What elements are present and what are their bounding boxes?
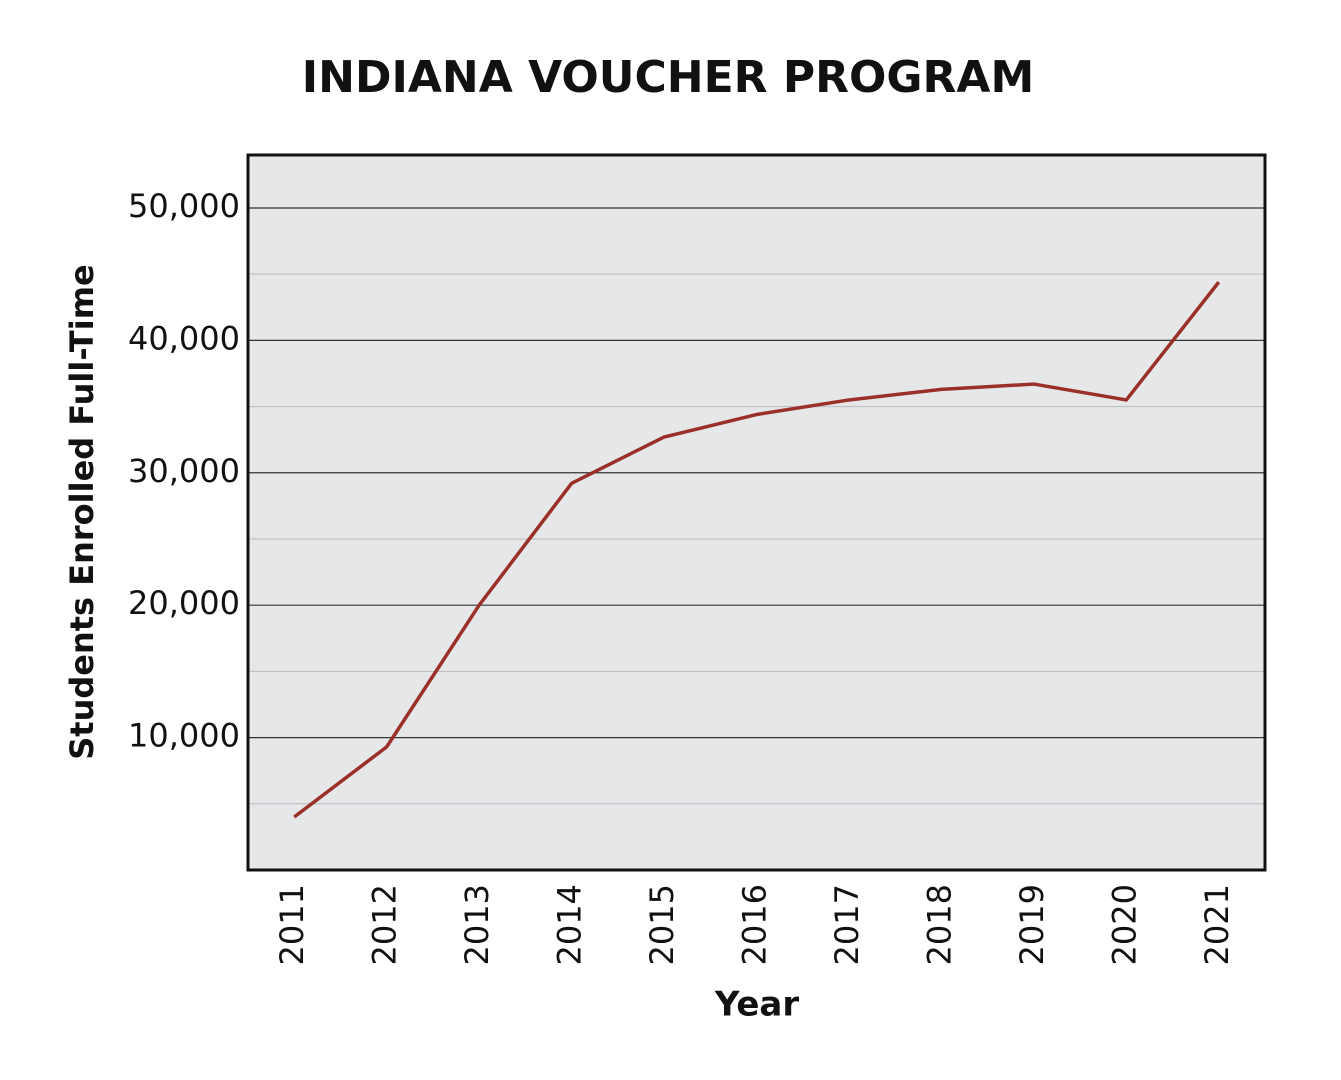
- chart-title: INDIANA VOUCHER PROGRAM: [302, 52, 1035, 103]
- x-tick-label: 2015: [643, 884, 681, 965]
- x-tick-label: 2019: [1013, 884, 1051, 965]
- plot-area: [248, 155, 1265, 870]
- x-tick-label: 2017: [828, 884, 866, 965]
- x-tick-label: 2011: [273, 884, 311, 965]
- x-axis-label: Year: [714, 985, 800, 1025]
- x-tick-label: 2020: [1105, 884, 1143, 965]
- y-axis-label: Students Enrolled Full-Time: [63, 264, 101, 760]
- plot-border: [246, 153, 1267, 872]
- line-series: [293, 281, 1221, 819]
- y-tick-label: 10,000: [128, 717, 240, 755]
- y-tick-label: 30,000: [128, 452, 240, 490]
- x-tick-label: 2018: [920, 884, 958, 965]
- x-tick-label: 2021: [1198, 884, 1236, 965]
- x-tick-label: 2012: [366, 884, 404, 965]
- x-tick-label: 2016: [736, 884, 774, 965]
- y-tick-label: 50,000: [128, 187, 240, 225]
- x-tick-label: 2013: [458, 884, 496, 965]
- y-tick-label: 20,000: [128, 584, 240, 622]
- x-tick-label: 2014: [551, 884, 589, 965]
- y-tick-label: 40,000: [128, 319, 240, 357]
